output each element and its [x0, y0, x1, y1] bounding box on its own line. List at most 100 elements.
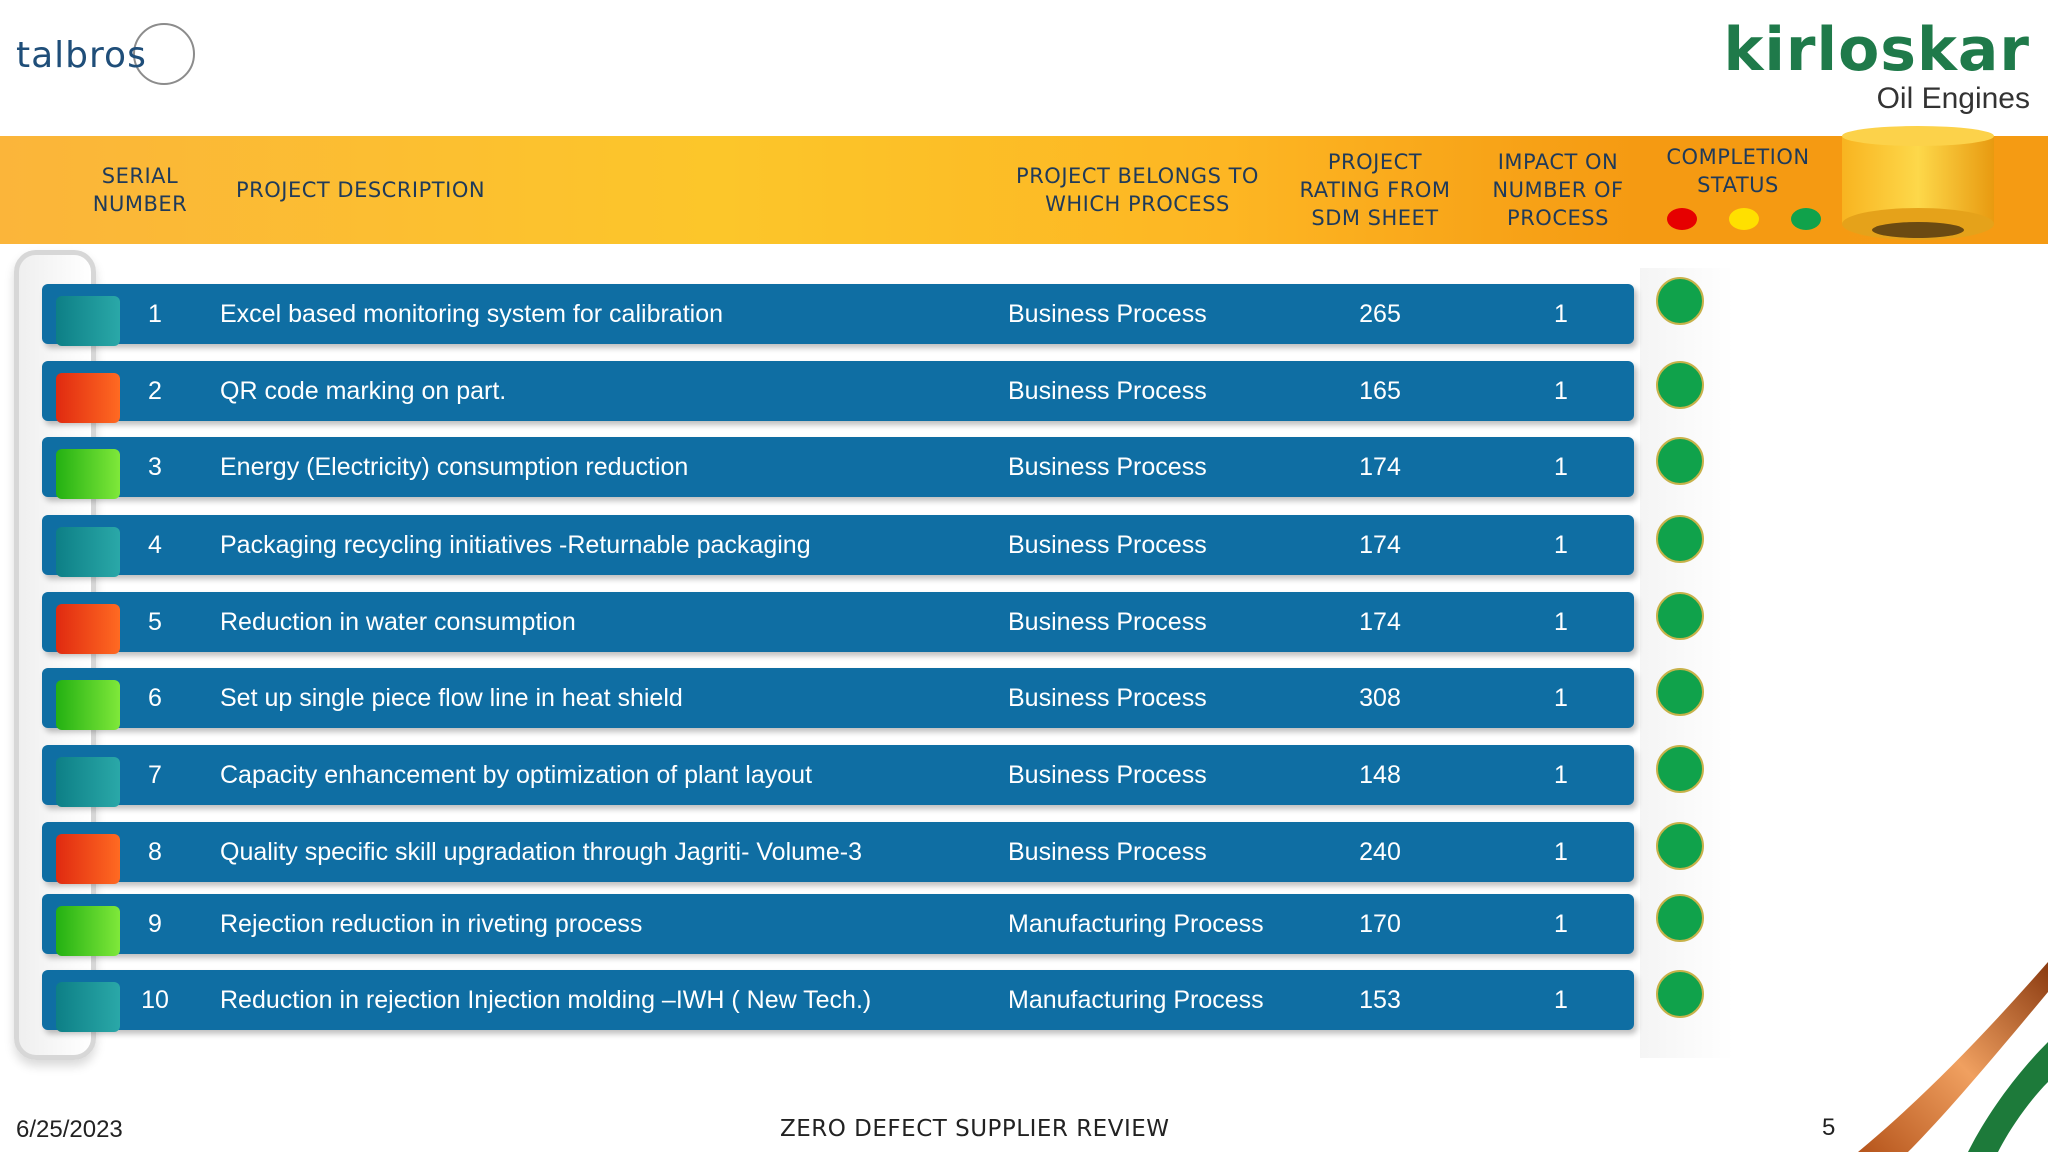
table-row: 1 Excel based monitoring system for calib… — [42, 284, 1634, 346]
header-rating: PROJECT RATING FROM SDM SHEET — [1299, 150, 1451, 230]
project-rating: 148 — [1359, 761, 1401, 789]
cylinder-decoration-icon — [1842, 126, 1994, 240]
row-tab — [56, 373, 120, 423]
row-tab — [56, 906, 120, 956]
serial-number: 10 — [141, 986, 169, 1014]
serial-number: 9 — [148, 910, 162, 938]
row-tab — [56, 527, 120, 577]
project-process: Business Process — [1008, 608, 1207, 636]
project-process: Business Process — [1008, 761, 1207, 789]
project-process: Business Process — [1008, 300, 1207, 328]
project-description: Set up single piece flow line in heat sh… — [220, 684, 683, 712]
completion-status-dot-icon — [1656, 361, 1704, 409]
footer-date: 6/25/2023 — [16, 1116, 123, 1143]
project-description: Quality specific skill upgradation throu… — [220, 838, 862, 866]
project-process: Manufacturing Process — [1008, 910, 1264, 938]
project-rating: 153 — [1359, 986, 1401, 1014]
page-number: 5 — [1822, 1114, 1836, 1141]
project-process: Manufacturing Process — [1008, 986, 1264, 1014]
row-tab — [56, 834, 120, 884]
project-description: Energy (Electricity) consumption reducti… — [220, 453, 689, 481]
header-impact: IMPACT ON NUMBER OF PROCESS — [1492, 150, 1624, 230]
process-impact: 1 — [1554, 838, 1568, 866]
table-row: 6 Set up single piece flow line in heat s… — [42, 668, 1634, 730]
logo-ring-icon — [133, 23, 195, 85]
process-impact: 1 — [1554, 300, 1568, 328]
project-rating: 174 — [1359, 453, 1401, 481]
project-description: Reduction in rejection Injection molding… — [220, 986, 872, 1014]
serial-number: 6 — [148, 684, 162, 712]
kirloskar-logo: kirloskar Oil Engines — [1723, 18, 2030, 116]
process-impact: 1 — [1554, 453, 1568, 481]
serial-number: 1 — [148, 300, 162, 328]
header-completion-status: COMPLETION STATUS — [1666, 145, 1810, 197]
row-tab — [56, 449, 120, 499]
talbros-logo: talbros — [16, 22, 195, 88]
table-row: 3 Energy (Electricity) consumption reduct… — [42, 437, 1634, 499]
row-tab — [56, 680, 120, 730]
header-process: PROJECT BELONGS TO WHICH PROCESS — [1016, 164, 1259, 216]
table-row: 8 Quality specific skill upgradation thro… — [42, 822, 1634, 884]
project-rating: 308 — [1359, 684, 1401, 712]
project-description: QR code marking on part. — [220, 377, 507, 405]
serial-number: 3 — [148, 453, 162, 481]
serial-number: 4 — [148, 531, 162, 559]
footer-title: ZERO DEFECT SUPPLIER REVIEW — [780, 1116, 1170, 1142]
row-tab — [56, 982, 120, 1032]
project-rating: 174 — [1359, 531, 1401, 559]
row-tab — [56, 296, 120, 346]
table-row: 4 Packaging recycling initiatives -Return… — [42, 515, 1634, 577]
serial-number: 7 — [148, 761, 162, 789]
table-row: 5 Reduction in water consumption Business … — [42, 592, 1634, 654]
project-description: Excel based monitoring system for calibr… — [220, 300, 724, 328]
project-description: Rejection reduction in riveting process — [220, 910, 643, 938]
header-serial-number: SERIAL NUMBER — [92, 164, 188, 216]
table-row: 10 Reduction in rejection Injection moldi… — [42, 970, 1634, 1032]
process-impact: 1 — [1554, 910, 1568, 938]
project-process: Business Process — [1008, 531, 1207, 559]
process-impact: 1 — [1554, 684, 1568, 712]
table-row: 9 Rejection reduction in riveting process… — [42, 894, 1634, 956]
table-header-band — [0, 136, 2048, 244]
row-tab — [56, 604, 120, 654]
corner-swoosh-icon — [1858, 962, 2048, 1152]
completion-status-dot-icon — [1656, 668, 1704, 716]
completion-status-dot-icon — [1656, 277, 1704, 325]
project-rating: 240 — [1359, 838, 1401, 866]
completion-status-dot-icon — [1656, 894, 1704, 942]
row-tab — [56, 757, 120, 807]
process-impact: 1 — [1554, 377, 1568, 405]
serial-number: 2 — [148, 377, 162, 405]
project-process: Business Process — [1008, 453, 1207, 481]
talbros-logo-text: talbros — [16, 34, 147, 76]
completion-status-dot-icon — [1656, 745, 1704, 793]
project-process: Business Process — [1008, 684, 1207, 712]
project-rating: 174 — [1359, 608, 1401, 636]
status-legend — [1667, 208, 1821, 230]
process-impact: 1 — [1554, 531, 1568, 559]
project-description: Capacity enhancement by optimization of … — [220, 761, 813, 789]
completion-status-dot-icon — [1656, 822, 1704, 870]
kirloskar-logo-subtitle: Oil Engines — [1876, 82, 2030, 115]
table-row: 7 Capacity enhancement by optimization of… — [42, 745, 1634, 807]
table-row: 2 QR code marking on part. Business Proces… — [42, 361, 1634, 423]
legend-green-dot-icon — [1791, 208, 1821, 230]
completion-status-dot-icon — [1656, 592, 1704, 640]
project-description: Packaging recycling initiatives -Returna… — [220, 531, 811, 559]
project-process: Business Process — [1008, 838, 1207, 866]
serial-number: 5 — [148, 608, 162, 636]
completion-status-dot-icon — [1656, 970, 1704, 1018]
serial-number: 8 — [148, 838, 162, 866]
process-impact: 1 — [1554, 986, 1568, 1014]
kirloskar-logo-text: kirloskar — [1723, 15, 2030, 85]
project-description: Reduction in water consumption — [220, 608, 576, 636]
header-project-description: PROJECT DESCRIPTION — [236, 178, 486, 202]
project-rating: 170 — [1359, 910, 1401, 938]
project-rating: 165 — [1359, 377, 1401, 405]
legend-red-dot-icon — [1667, 208, 1697, 230]
project-process: Business Process — [1008, 377, 1207, 405]
project-rating: 265 — [1359, 300, 1401, 328]
process-impact: 1 — [1554, 608, 1568, 636]
process-impact: 1 — [1554, 761, 1568, 789]
legend-yellow-dot-icon — [1729, 208, 1759, 230]
